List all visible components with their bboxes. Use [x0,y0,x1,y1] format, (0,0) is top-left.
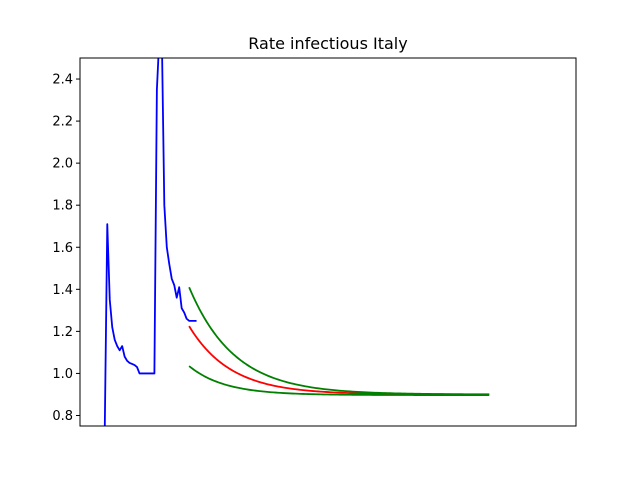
y-axis: 0.8 1.0 1.2 1.4 1.6 1.8 2.0 2.2 2.4 [52,73,80,424]
y-tick-label: 1.2 [52,325,73,340]
series-layer [103,58,490,426]
series-line-upper-bound [188,286,490,396]
plot-frame [79,57,577,427]
y-tick-label: 1.6 [52,241,73,256]
series-line-lower-bound [188,365,490,396]
y-tick-label: 1.0 [52,367,73,382]
y-tick-label: 2.4 [52,73,73,88]
y-tick-label: 2.2 [52,115,73,130]
chart-title: Rate infectious Italy [248,34,407,53]
y-tick-label: 2.0 [52,157,73,172]
y-tick-label: 1.8 [52,199,73,214]
series-line-observed [103,58,197,426]
y-tick-label: 0.8 [52,409,73,424]
y-tick-label: 1.4 [52,283,73,298]
